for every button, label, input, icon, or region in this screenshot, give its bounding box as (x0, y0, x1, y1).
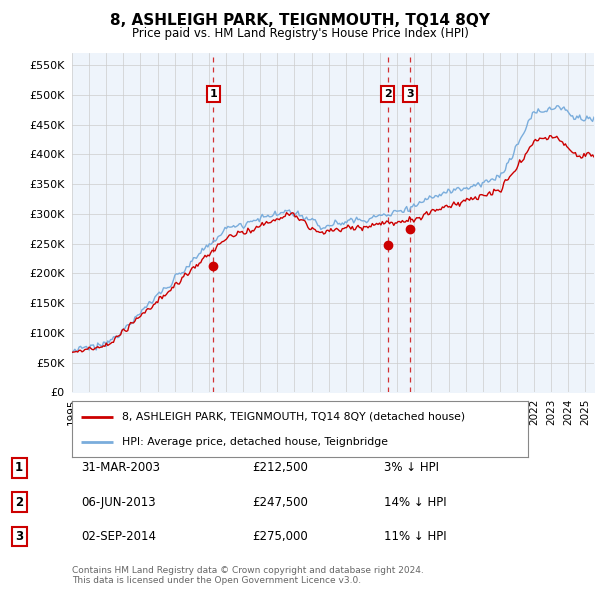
Text: 1: 1 (209, 89, 217, 99)
Text: 11% ↓ HPI: 11% ↓ HPI (384, 530, 446, 543)
Text: 2: 2 (15, 496, 23, 509)
Text: 31-MAR-2003: 31-MAR-2003 (81, 461, 160, 474)
Text: 2: 2 (384, 89, 391, 99)
Text: 3% ↓ HPI: 3% ↓ HPI (384, 461, 439, 474)
Text: HPI: Average price, detached house, Teignbridge: HPI: Average price, detached house, Teig… (122, 437, 388, 447)
Text: 14% ↓ HPI: 14% ↓ HPI (384, 496, 446, 509)
Text: 3: 3 (406, 89, 414, 99)
Text: 8, ASHLEIGH PARK, TEIGNMOUTH, TQ14 8QY: 8, ASHLEIGH PARK, TEIGNMOUTH, TQ14 8QY (110, 13, 490, 28)
Text: 1: 1 (15, 461, 23, 474)
Text: 3: 3 (15, 530, 23, 543)
Text: 02-SEP-2014: 02-SEP-2014 (81, 530, 156, 543)
Text: £275,000: £275,000 (252, 530, 308, 543)
Text: 8, ASHLEIGH PARK, TEIGNMOUTH, TQ14 8QY (detached house): 8, ASHLEIGH PARK, TEIGNMOUTH, TQ14 8QY (… (122, 412, 465, 422)
Text: 06-JUN-2013: 06-JUN-2013 (81, 496, 155, 509)
Text: £247,500: £247,500 (252, 496, 308, 509)
Text: Price paid vs. HM Land Registry's House Price Index (HPI): Price paid vs. HM Land Registry's House … (131, 27, 469, 40)
Text: Contains HM Land Registry data © Crown copyright and database right 2024.
This d: Contains HM Land Registry data © Crown c… (72, 566, 424, 585)
Text: £212,500: £212,500 (252, 461, 308, 474)
